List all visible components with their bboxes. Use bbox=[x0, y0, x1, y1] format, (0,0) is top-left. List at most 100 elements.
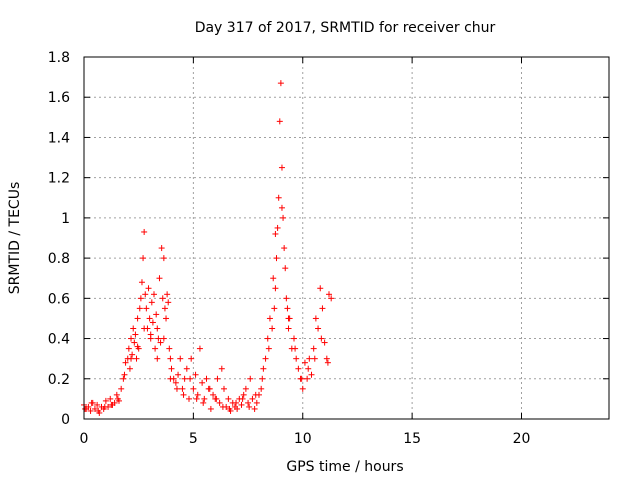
x-axis-label: GPS time / hours bbox=[286, 459, 403, 475]
data-point bbox=[278, 164, 285, 171]
data-point bbox=[87, 407, 94, 414]
data-point bbox=[161, 305, 168, 312]
data-point bbox=[276, 118, 283, 125]
data-point bbox=[292, 345, 299, 352]
data-point bbox=[126, 365, 133, 372]
data-point bbox=[278, 204, 285, 211]
data-point bbox=[167, 355, 174, 362]
data-point bbox=[177, 355, 184, 362]
data-point bbox=[317, 285, 324, 292]
y-tick-label: 1.8 bbox=[48, 50, 70, 66]
data-point bbox=[216, 399, 223, 406]
data-point bbox=[305, 365, 312, 372]
data-point bbox=[159, 295, 166, 302]
data-point bbox=[270, 275, 277, 282]
data-point bbox=[304, 375, 311, 382]
grid bbox=[84, 57, 609, 419]
data-point bbox=[88, 399, 95, 406]
data-point bbox=[173, 385, 180, 392]
data-point bbox=[85, 403, 92, 410]
data-point bbox=[203, 375, 210, 382]
x-tick-label: 5 bbox=[189, 431, 198, 447]
data-point bbox=[158, 245, 165, 252]
y-tick-label: 0.8 bbox=[48, 251, 70, 267]
data-point bbox=[130, 325, 137, 332]
data-point bbox=[321, 339, 328, 346]
data-point bbox=[111, 399, 118, 406]
data-point bbox=[247, 375, 254, 382]
data-point bbox=[165, 299, 172, 306]
data-point bbox=[160, 335, 167, 342]
data-point bbox=[201, 395, 208, 402]
data-point bbox=[245, 399, 252, 406]
data-point bbox=[151, 291, 157, 298]
data-point bbox=[82, 405, 89, 412]
data-point bbox=[206, 385, 213, 392]
data-point bbox=[134, 315, 141, 322]
data-point bbox=[136, 305, 143, 312]
data-point bbox=[242, 385, 249, 392]
data-point bbox=[102, 397, 109, 404]
data-point bbox=[95, 407, 102, 414]
data-point bbox=[277, 80, 284, 87]
data-point bbox=[219, 403, 226, 410]
data-point bbox=[315, 325, 322, 332]
data-point bbox=[274, 224, 281, 231]
data-point bbox=[193, 395, 200, 402]
data-point bbox=[132, 331, 139, 338]
data-point bbox=[301, 359, 308, 366]
data-point bbox=[149, 319, 156, 326]
data-point bbox=[266, 315, 273, 322]
data-point bbox=[299, 385, 306, 392]
data-point bbox=[122, 359, 129, 366]
data-point bbox=[120, 375, 127, 382]
data-point bbox=[326, 291, 332, 298]
x-tick-label: 15 bbox=[403, 431, 421, 447]
data-point bbox=[218, 365, 225, 372]
y-axis-label: SRMTID / TECUs bbox=[7, 182, 23, 295]
data-point bbox=[145, 285, 152, 292]
data-point bbox=[271, 305, 278, 312]
data-point bbox=[143, 305, 150, 312]
data-point bbox=[221, 385, 227, 392]
data-point bbox=[272, 285, 279, 292]
data-point bbox=[262, 355, 269, 362]
x-tick-label: 10 bbox=[294, 431, 312, 447]
data-point bbox=[91, 405, 98, 412]
data-point bbox=[192, 371, 199, 378]
data-point bbox=[148, 299, 155, 306]
data-point bbox=[154, 355, 161, 362]
data-point bbox=[253, 399, 260, 406]
data-point bbox=[155, 335, 162, 342]
data-point bbox=[293, 355, 300, 362]
data-point bbox=[298, 375, 305, 382]
data-point bbox=[156, 275, 163, 282]
data-point bbox=[308, 371, 315, 378]
data-point bbox=[147, 331, 154, 338]
data-point bbox=[175, 371, 182, 378]
data-point bbox=[133, 355, 140, 362]
data-point bbox=[107, 395, 114, 402]
data-point bbox=[183, 365, 190, 372]
data-point bbox=[240, 391, 247, 398]
data-point bbox=[282, 265, 289, 272]
data-point bbox=[187, 375, 194, 382]
data-point bbox=[272, 230, 279, 237]
data-point bbox=[213, 395, 220, 402]
data-point bbox=[323, 355, 330, 362]
data-point bbox=[172, 379, 179, 386]
data-point bbox=[160, 255, 167, 262]
x-tick-label: 20 bbox=[513, 431, 531, 447]
data-point bbox=[225, 395, 232, 402]
data-point bbox=[291, 335, 297, 342]
data-point bbox=[264, 335, 271, 342]
y-tick-label: 1 bbox=[61, 211, 70, 227]
data-point bbox=[164, 291, 171, 298]
data-point bbox=[239, 395, 246, 402]
data-point bbox=[284, 305, 291, 312]
data-point bbox=[207, 405, 214, 412]
data-point bbox=[114, 395, 121, 402]
data-points bbox=[81, 80, 335, 416]
data-point bbox=[179, 385, 186, 392]
data-point bbox=[166, 345, 173, 352]
